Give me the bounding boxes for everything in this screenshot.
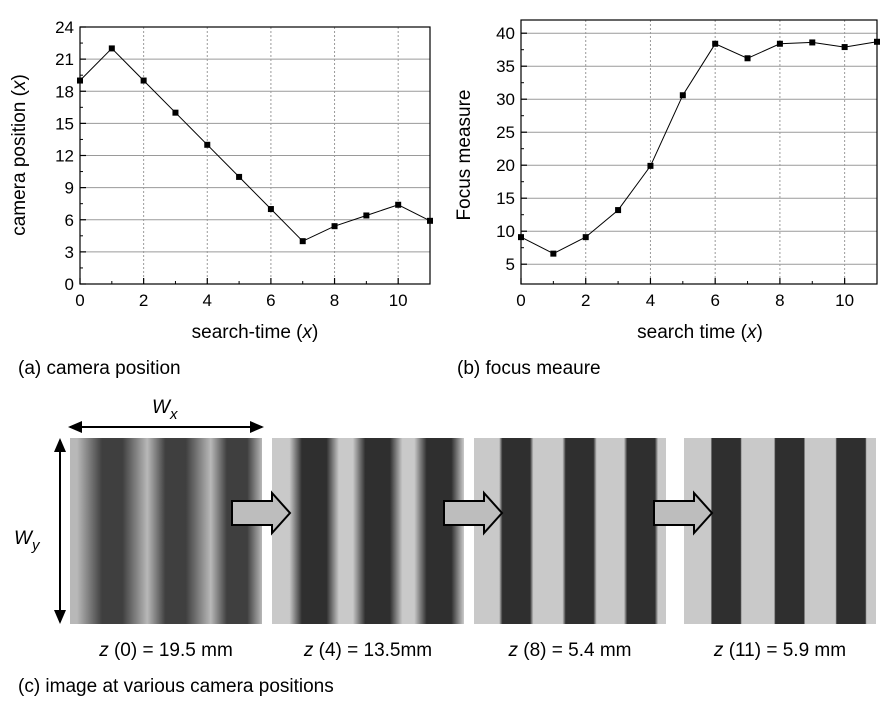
y-tick-label: 24: [55, 18, 74, 37]
data-point: [615, 207, 622, 214]
y-tick-label: 35: [496, 57, 515, 76]
wy-label: Wy: [14, 528, 41, 554]
data-point: [331, 223, 338, 230]
data-point: [744, 55, 751, 62]
chart-grid: [80, 27, 430, 284]
y-tick-label: 10: [496, 222, 515, 241]
data-point: [518, 234, 524, 241]
chart-grid: [521, 20, 877, 284]
x-tick-label: 10: [389, 291, 408, 310]
focus-measure-chart: 5 10 15 20 25 30 35 40 0 2 4 6 8 10 search time (x) F…: [454, 19, 880, 343]
x-tick-label: 8: [775, 291, 784, 310]
y-tick-label: 21: [55, 50, 74, 69]
data-point: [874, 38, 880, 45]
data-point: [679, 92, 686, 99]
x-tick-label: 10: [835, 291, 854, 310]
series-line: [518, 38, 880, 257]
progress-arrow: [443, 490, 504, 536]
wx-label: Wx: [152, 397, 178, 423]
data-line: [79, 47, 431, 242]
frame-label: z (8) = 5.4 mm: [508, 640, 632, 661]
plot-frame: [520, 19, 878, 285]
data-point: [363, 212, 370, 219]
y-axis-label: Focus measure: [454, 90, 475, 221]
data-point: [550, 250, 557, 257]
x-tick-label: 2: [139, 291, 148, 310]
progress-arrow: [653, 490, 714, 536]
data-point: [140, 77, 147, 84]
caption-b: (b) focus meaure: [457, 358, 601, 379]
data-point: [841, 44, 848, 51]
wy-dimension-arrow: Wy: [14, 438, 66, 624]
data-point: [77, 77, 83, 84]
y-tick-label: 20: [496, 156, 515, 175]
series-line: [77, 45, 433, 245]
data-point: [809, 39, 816, 46]
y-tick-label: 15: [496, 189, 515, 208]
x-tick-label: 8: [330, 291, 339, 310]
focus-image-frame: [70, 438, 262, 624]
caption-a: (a) camera position: [18, 358, 181, 379]
y-tick-label: 15: [55, 114, 74, 133]
x-axis-label: search-time (x): [192, 322, 319, 343]
x-tick-label: 0: [516, 291, 525, 310]
axis-ticks: 5 10 15 20 25 30 35 40 0 2 4 6 8 10: [496, 24, 854, 310]
y-tick-label: 12: [55, 147, 74, 166]
x-tick-label: 4: [203, 291, 212, 310]
image-strip: [70, 438, 876, 624]
data-point: [776, 40, 783, 47]
y-tick-label: 0: [65, 275, 74, 294]
frame-label: z (0) = 19.5 mm: [98, 640, 233, 661]
data-point: [647, 162, 654, 169]
data-point: [395, 201, 402, 208]
data-point: [427, 217, 433, 224]
data-point: [582, 234, 589, 241]
data-point: [204, 141, 211, 148]
data-point: [267, 206, 274, 213]
data-point: [236, 173, 243, 180]
data-point: [299, 238, 306, 245]
frame-label: z (11) = 5.9 mm: [713, 640, 846, 661]
progress-arrow: [231, 490, 292, 536]
y-tick-label: 3: [65, 243, 74, 262]
x-axis-label: search time (x): [637, 322, 763, 343]
y-tick-label: 5: [506, 255, 515, 274]
y-tick-label: 6: [65, 211, 74, 230]
data-point: [172, 109, 179, 116]
data-point: [108, 45, 115, 52]
y-tick-label: 40: [496, 24, 515, 43]
y-tick-label: 30: [496, 90, 515, 109]
focus-image-frame: [684, 438, 876, 624]
caption-c: (c) image at various camera positions: [18, 676, 334, 697]
x-tick-label: 0: [75, 291, 84, 310]
data-point: [712, 40, 719, 47]
y-tick-label: 9: [65, 179, 74, 198]
focus-image-frame: [474, 438, 666, 624]
x-tick-label: 6: [710, 291, 719, 310]
y-axis-label: camera position (x): [9, 74, 30, 236]
x-tick-label: 6: [266, 291, 275, 310]
frame-label: z (4) = 13.5mm: [303, 640, 432, 661]
frame-labels: z (0) = 19.5 mm z (4) = 13.5mm z (8) = 5.4…: [98, 640, 846, 661]
focus-image-frame: [272, 438, 464, 624]
wx-dimension-arrow: Wx: [68, 397, 264, 433]
y-tick-label: 25: [496, 123, 515, 142]
y-tick-label: 18: [55, 82, 74, 101]
data-line: [520, 41, 878, 255]
x-tick-label: 4: [646, 291, 655, 310]
x-tick-label: 2: [581, 291, 590, 310]
